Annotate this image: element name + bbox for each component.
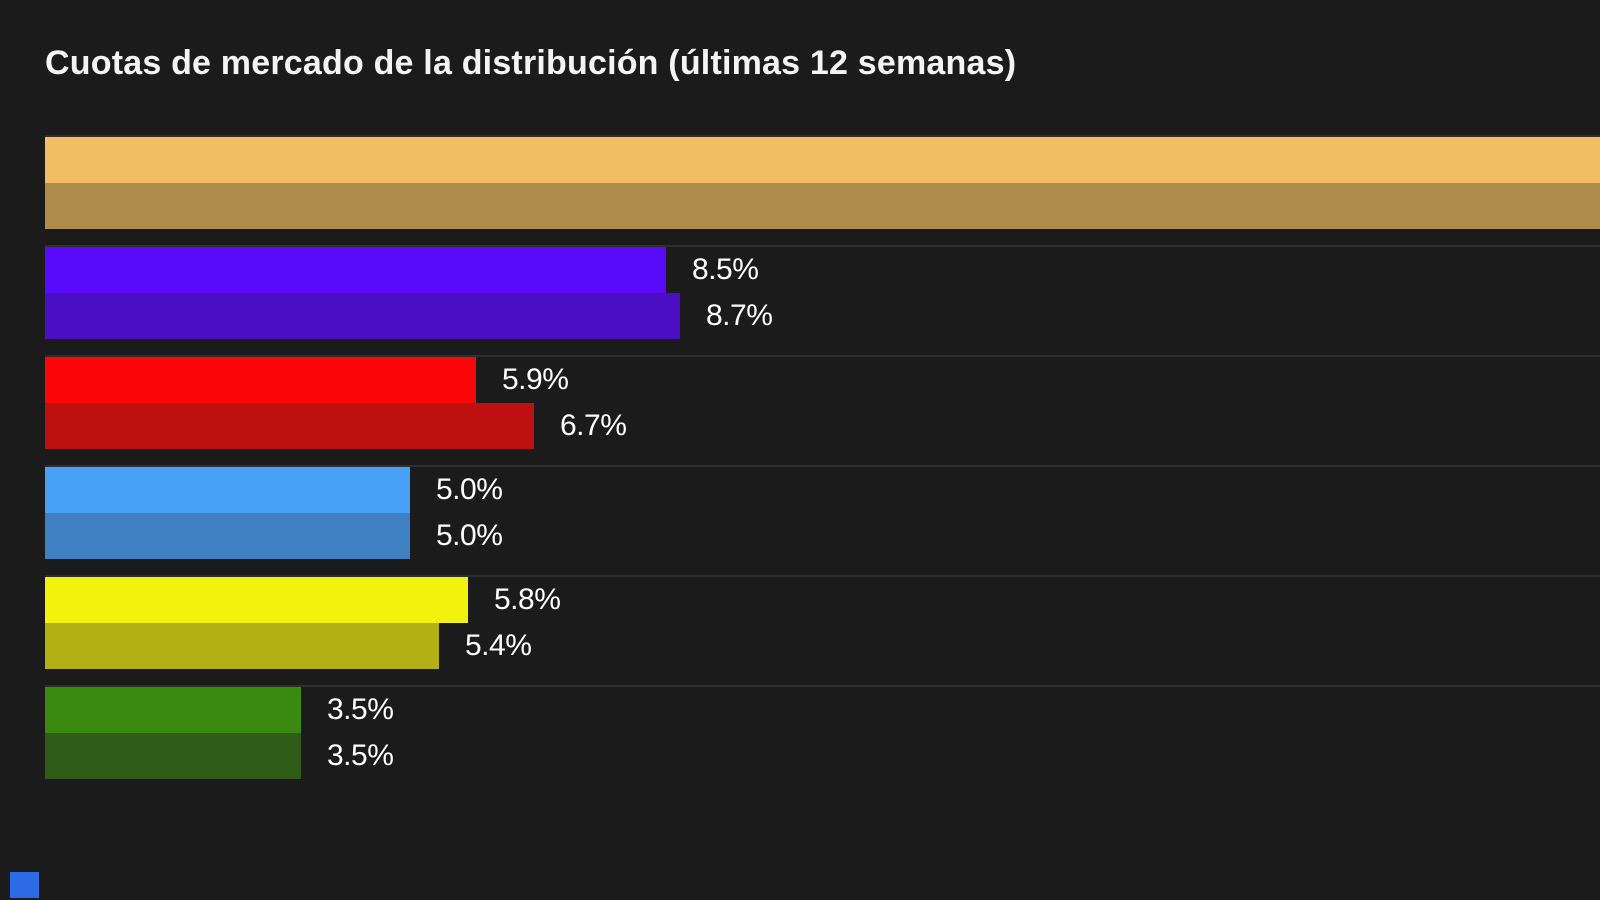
group-yellow-bar-1 bbox=[45, 577, 468, 623]
group-separator-line bbox=[45, 245, 1600, 247]
group-separator-line bbox=[45, 685, 1600, 687]
group-orange-bar-1 bbox=[45, 137, 1600, 183]
group-red-bar-2-value-label: 6.7% bbox=[560, 409, 627, 442]
group-red-bar-1 bbox=[45, 357, 476, 403]
group-separator-line bbox=[45, 575, 1600, 577]
group-green-bar-2 bbox=[45, 733, 301, 779]
group-red-bar-1-value-label: 5.9% bbox=[502, 363, 569, 396]
group-yellow-bar-2-value-label: 5.4% bbox=[465, 629, 532, 662]
group-blue-bar-1-value-label: 5.0% bbox=[436, 473, 503, 506]
chart-title: Cuotas de mercado de la distribución (úl… bbox=[45, 44, 1017, 82]
group-blue-bar-2-value-label: 5.0% bbox=[436, 519, 503, 552]
group-purple-bar-2 bbox=[45, 293, 680, 339]
group-separator-line bbox=[45, 135, 1600, 137]
group-orange-bar-2 bbox=[45, 183, 1600, 229]
group-separator-line bbox=[45, 355, 1600, 357]
group-green-bar-2-value-label: 3.5% bbox=[327, 739, 394, 772]
group-green-bar-1 bbox=[45, 687, 301, 733]
group-separator-line bbox=[45, 465, 1600, 467]
group-red-bar-2 bbox=[45, 403, 534, 449]
group-green-bar-1-value-label: 3.5% bbox=[327, 693, 394, 726]
group-yellow-bar-1-value-label: 5.8% bbox=[494, 583, 561, 616]
group-purple-bar-1 bbox=[45, 247, 666, 293]
group-blue-bar-1 bbox=[45, 467, 410, 513]
group-yellow-bar-2 bbox=[45, 623, 439, 669]
bottom-left-blue-square bbox=[10, 872, 39, 898]
group-purple-bar-1-value-label: 8.5% bbox=[692, 253, 759, 286]
group-blue-bar-2 bbox=[45, 513, 410, 559]
group-purple-bar-2-value-label: 8.7% bbox=[706, 299, 773, 332]
